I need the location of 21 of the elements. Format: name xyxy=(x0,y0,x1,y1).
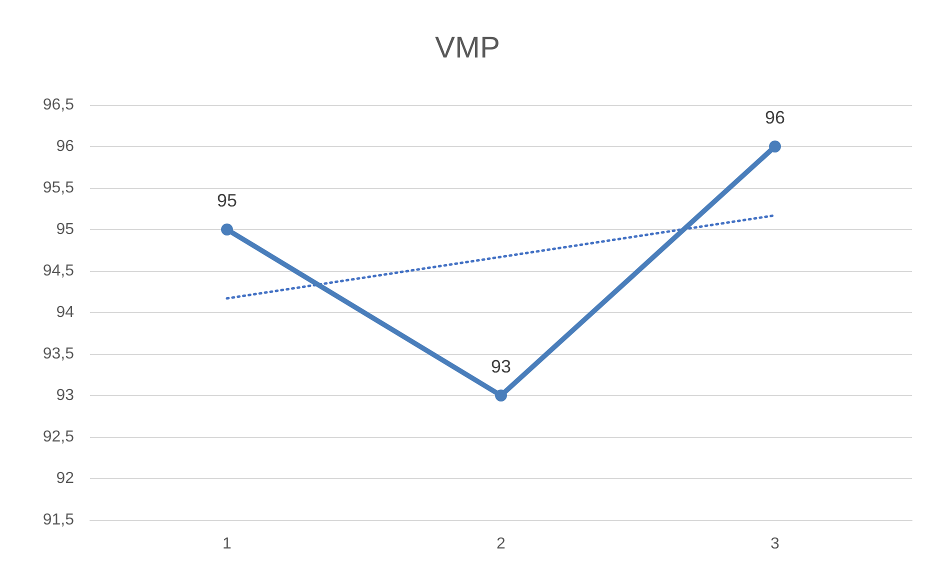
y-tick-label: 93 xyxy=(56,387,74,404)
y-tick-label: 91,5 xyxy=(42,512,74,528)
point xyxy=(769,140,781,152)
y-tick-label: 96,5 xyxy=(42,96,74,114)
y-tick-label: 94 xyxy=(56,304,74,321)
y-tick-label: 95,5 xyxy=(42,180,74,196)
point xyxy=(221,224,233,236)
y-tick-label: 92,5 xyxy=(42,428,74,446)
x-tick-label: 3 xyxy=(770,536,780,552)
point xyxy=(495,390,507,402)
data-label: 95 xyxy=(216,190,238,210)
chart-title: VMP xyxy=(434,32,500,64)
y-tick-label: 93,5 xyxy=(42,346,74,362)
data-label: 93 xyxy=(490,356,512,376)
y-tick-label: 95 xyxy=(56,221,74,238)
y-tick-label: 92 xyxy=(56,470,74,487)
y-tick-label: 96 xyxy=(56,138,74,155)
x-tick-label: 1 xyxy=(222,536,232,552)
y-tick-label: 94,5 xyxy=(42,262,74,280)
x-tick-label: 2 xyxy=(496,536,506,552)
data-label: 96 xyxy=(764,108,786,128)
